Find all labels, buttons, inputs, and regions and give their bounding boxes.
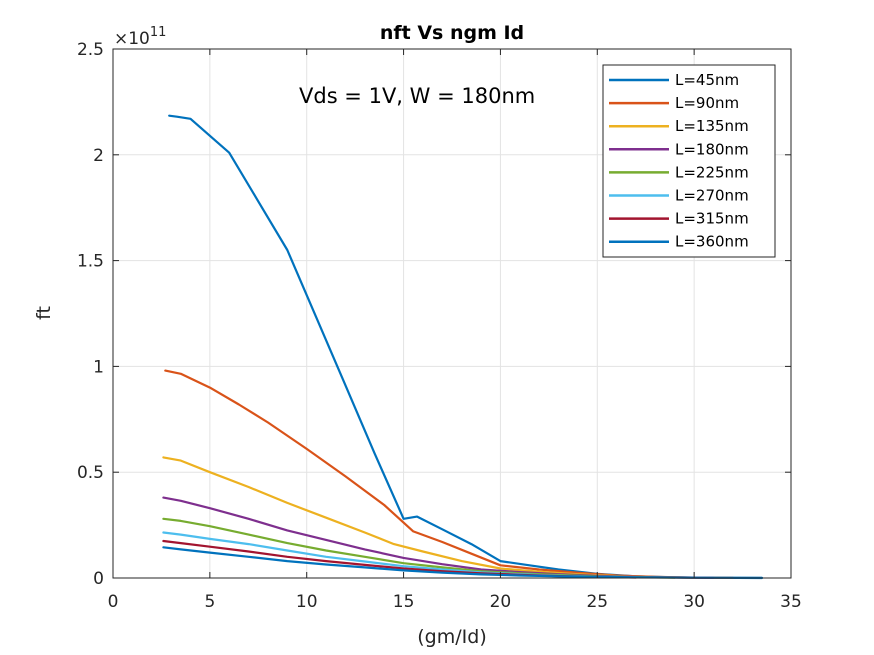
x-tick-label: 10 xyxy=(296,592,318,612)
y-tick-label: 1 xyxy=(93,357,104,377)
x-tick-label: 15 xyxy=(393,592,415,612)
y-tick-label: 0.5 xyxy=(77,463,104,483)
legend: L=45nm L=90nm L=135nm L=180nm L=225nm L=270nm… xyxy=(602,64,776,258)
y-exponent-power: 11 xyxy=(150,25,167,40)
y-axis-label: ft xyxy=(33,306,55,320)
legend-box xyxy=(602,64,776,258)
x-tick-label: 0 xyxy=(108,592,119,612)
series-line-l-360nm xyxy=(162,546,763,579)
y-tick-label: 2.5 xyxy=(77,40,104,60)
y-tick-label: 1.5 xyxy=(77,252,104,272)
y-tick-label: 0 xyxy=(93,569,104,589)
legend-entry: L=270nm xyxy=(675,187,749,205)
x-tick-label: 30 xyxy=(683,592,705,612)
axis-ticks: 0 5 10 15 20 25 30 35 0 0.5 1 1.5 2 2.5 xyxy=(77,40,802,612)
legend-entry: L=360nm xyxy=(675,233,749,251)
legend-entry: L=180nm xyxy=(675,140,749,158)
x-tick-label: 25 xyxy=(586,592,608,612)
legend-entry: L=315nm xyxy=(675,210,749,228)
x-tick-label: 5 xyxy=(204,592,215,612)
legend-entry: L=90nm xyxy=(675,94,739,112)
x-axis-label: (gm/Id) xyxy=(417,626,486,648)
legend-entry: L=135nm xyxy=(675,117,749,135)
y-tick-label: 2 xyxy=(93,146,104,166)
y-axis-exponent: ×1011 xyxy=(114,25,166,49)
axes-box xyxy=(112,48,792,579)
x-tick-label: 20 xyxy=(490,592,512,612)
y-exponent-base: ×10 xyxy=(114,29,150,49)
x-tick-label: 35 xyxy=(780,592,802,612)
chart-title: nft Vs ngm Id xyxy=(380,22,524,44)
conditions-annotation: Vds = 1V, W = 180nm xyxy=(299,84,535,108)
legend-entry: L=45nm xyxy=(675,71,739,89)
legend-entry: L=225nm xyxy=(675,163,749,181)
